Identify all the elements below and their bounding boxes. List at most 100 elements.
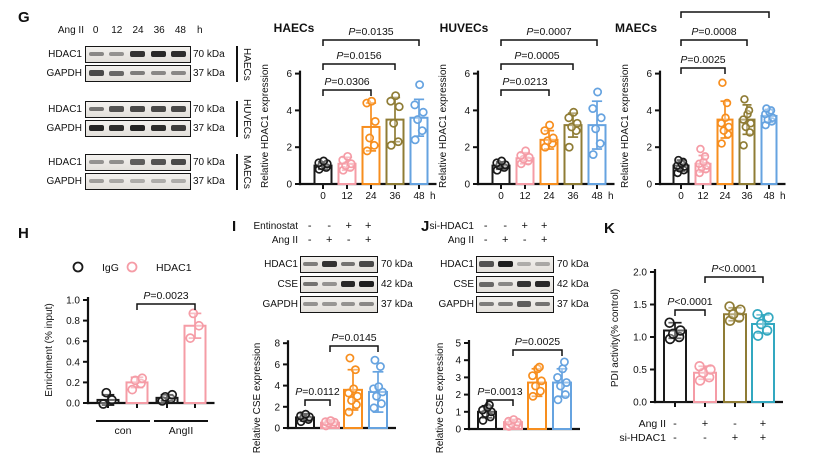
p-value-label: P=0.0005 [514, 50, 559, 62]
x-tick-label: 24 [719, 191, 731, 202]
y-tick-label: 4 [455, 356, 461, 367]
y-tick-label: 0 [274, 424, 280, 435]
gel-blot-maecs-gapdh [85, 173, 191, 190]
protein-band [109, 106, 125, 112]
data-point [319, 156, 329, 166]
timepoint-label: 0 [92, 25, 99, 36]
condition-symbol: + [345, 220, 352, 232]
timepoint-label: 12 [111, 25, 123, 36]
y-tick-label: 2 [286, 143, 292, 154]
protein-label: HDAC1 [440, 259, 474, 270]
condition-symbol: - [673, 432, 677, 444]
protein-band [130, 70, 145, 76]
data-point [345, 353, 355, 363]
condition-symbol: + [541, 220, 548, 232]
gel-blot-maecs-hdac1 [85, 154, 191, 171]
condition-symbol: + [521, 220, 528, 232]
protein-band [171, 70, 187, 76]
gel-blot-sihdac1-cse [476, 276, 554, 293]
protein-band [171, 159, 187, 165]
y-axis-label: Enrichment (% input) [44, 303, 55, 396]
data-point [343, 151, 353, 161]
protein-band [359, 281, 374, 287]
data-point [344, 407, 354, 417]
data-point [735, 304, 746, 315]
data-point [591, 124, 601, 134]
significance-bracket [704, 276, 764, 283]
y-axis-label: Relative HDAC1 expression [438, 64, 449, 188]
data-point [588, 150, 598, 160]
molecular-weight-label: 37 kDa [193, 176, 225, 187]
protein-band [516, 301, 532, 307]
significance-bracket [500, 39, 598, 46]
cell-line-divider [236, 101, 239, 137]
data-point [744, 106, 754, 115]
data-point [595, 139, 605, 148]
condition-symbol: + [760, 432, 766, 444]
condition-symbol: - [307, 220, 312, 232]
condition-row-label: Ang II [639, 418, 666, 430]
p-value-label: P=0.0025 [515, 336, 560, 348]
data-point [410, 100, 420, 110]
protein-band [535, 301, 550, 307]
cell-line-divider [236, 46, 239, 82]
chart-chip: Enrichment (% input) 0.0 0.2 0.4 0.6 0.8 1.0 P=… [44, 261, 215, 437]
protein-band [303, 281, 318, 287]
data-point [497, 156, 507, 166]
protein-band [479, 301, 494, 307]
data-point [370, 355, 380, 365]
y-tick-label: 0 [286, 180, 292, 191]
data-point [745, 128, 755, 137]
x-tick-label: 0 [498, 191, 504, 202]
molecular-weight-label: 37 kDa [557, 299, 589, 310]
cell-line-label: HAECs [241, 47, 252, 81]
protein-band [321, 261, 337, 267]
molecular-weight-label: 37 kDa [193, 123, 225, 134]
data-point [528, 391, 538, 401]
y-tick-label: 1.5 [633, 300, 647, 311]
protein-band [88, 106, 104, 112]
gel-blot-huvecs-gapdh [85, 120, 191, 137]
x-tick-label: 36 [567, 191, 579, 202]
condition-row-label: Ang II [271, 235, 298, 246]
p-value-label: P<0.0001 [711, 263, 756, 275]
p-value-label: P=0.0135 [348, 26, 393, 38]
timepoint-label: 48 [174, 25, 186, 36]
protein-band [171, 178, 187, 184]
protein-band [340, 301, 356, 307]
protein-band [109, 51, 125, 57]
protein-band [88, 178, 104, 184]
data-point [562, 378, 571, 388]
protein-band [535, 261, 550, 267]
chart-cse-entinostat: Relative CSE expression 0 2 4 6 8 P=0.0112 P=0.… [252, 332, 396, 453]
y-tick-label: 1.0 [633, 333, 647, 344]
data-point [545, 120, 555, 130]
protein-label: CSE [453, 279, 474, 290]
condition-symbol: + [760, 418, 766, 430]
data-point [560, 390, 570, 400]
timepoint-label: 24 [132, 25, 144, 36]
condition-symbol: + [365, 234, 372, 246]
protein-band [171, 106, 187, 112]
significance-bracket [500, 63, 574, 70]
panel-letter-j: J [421, 218, 430, 235]
condition-symbol: - [483, 220, 488, 232]
significance-bracket [680, 11, 770, 18]
data-point [524, 152, 534, 162]
protein-label: HDAC1 [48, 104, 82, 115]
data-point [386, 140, 396, 150]
y-tick-label: 0 [646, 180, 652, 191]
condition-symbol: + [326, 234, 333, 246]
data-point [376, 399, 386, 409]
y-tick-label: 3 [455, 373, 461, 384]
protein-band [109, 159, 125, 165]
y-tick-label: 6 [274, 360, 280, 371]
condition-symbol: - [307, 234, 312, 246]
data-point [700, 152, 710, 161]
protein-band [535, 281, 550, 287]
condition-symbol: + [702, 418, 708, 430]
y-tick-label: 0.4 [66, 357, 80, 368]
condition-row-label: Entinostat [253, 221, 298, 232]
data-point [746, 119, 755, 128]
x-tick-label: 0 [678, 191, 684, 202]
